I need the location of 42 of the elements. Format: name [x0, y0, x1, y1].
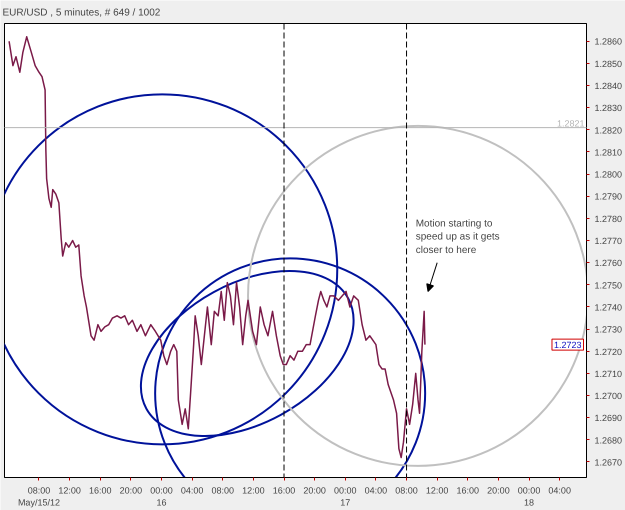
- y-tick-label: 1.2720: [594, 346, 622, 357]
- y-tick-label: 1.2850: [594, 58, 622, 69]
- x-tick-label: 20:00: [303, 486, 326, 496]
- x-tick-label: 08:00 May/15/12: [18, 486, 60, 508]
- x-tick-label: 04:00: [548, 486, 571, 496]
- y-tick-label: 1.2830: [594, 103, 622, 114]
- y-tick-label: 1.2760: [594, 258, 622, 268]
- chart-title: EUR/USD , 5 minutes, # 649 / 1002: [2, 8, 161, 18]
- x-tick-label: 00:00 16: [150, 486, 173, 508]
- y-tick-label: 1.2670: [594, 458, 622, 468]
- y-tick-label: 1.2740: [594, 302, 622, 312]
- y-tick-label: 1.2780: [594, 214, 622, 224]
- ref-line-label: 1.2821: [556, 118, 585, 129]
- y-tick-label: 1.2810: [594, 147, 622, 158]
- x-tick-label: 16:00: [88, 486, 112, 496]
- x-tick-label: 20:00: [487, 486, 510, 496]
- x-tick-label: 12:00: [426, 486, 448, 496]
- annotation: Motion starting to speed up as it gets closer to here: [416, 218, 500, 256]
- y-tick-label: 1.2750: [594, 280, 622, 290]
- x-tick-label: 04:00: [364, 486, 388, 496]
- y-tick-label: 1.2680: [594, 435, 622, 446]
- y-tick-label: 1.2840: [594, 81, 622, 92]
- x-tick-label: 00:00 18: [518, 486, 540, 508]
- x-tick-label: 20:00: [120, 486, 142, 496]
- x-tick-label: 16:00: [456, 486, 480, 496]
- x-tick-label: 08:00: [211, 486, 234, 496]
- x-tick-label: 00:00 17: [334, 486, 357, 508]
- y-tick-label: 1.2790: [594, 192, 622, 202]
- y-tick-label: 1.2700: [594, 391, 622, 402]
- y-tick-label: 1.2860: [594, 36, 622, 47]
- y-tick-label: 1.2770: [594, 236, 622, 246]
- x-tick-label: 12:00: [58, 486, 81, 496]
- x-tick-label: 04:00: [180, 486, 204, 496]
- x-tick-label: 16:00: [272, 486, 296, 496]
- y-tick-label: 1.2710: [594, 368, 622, 379]
- annotation: 1.2723: [554, 340, 582, 350]
- y-tick-label: 1.2820: [594, 125, 622, 136]
- x-tick-label: 12:00: [242, 486, 265, 496]
- y-tick-label: 1.2730: [594, 324, 622, 335]
- y-tick-label: 1.2800: [594, 170, 622, 180]
- x-tick-label: 08:00: [395, 486, 418, 496]
- y-tick-label: 1.2690: [594, 413, 622, 424]
